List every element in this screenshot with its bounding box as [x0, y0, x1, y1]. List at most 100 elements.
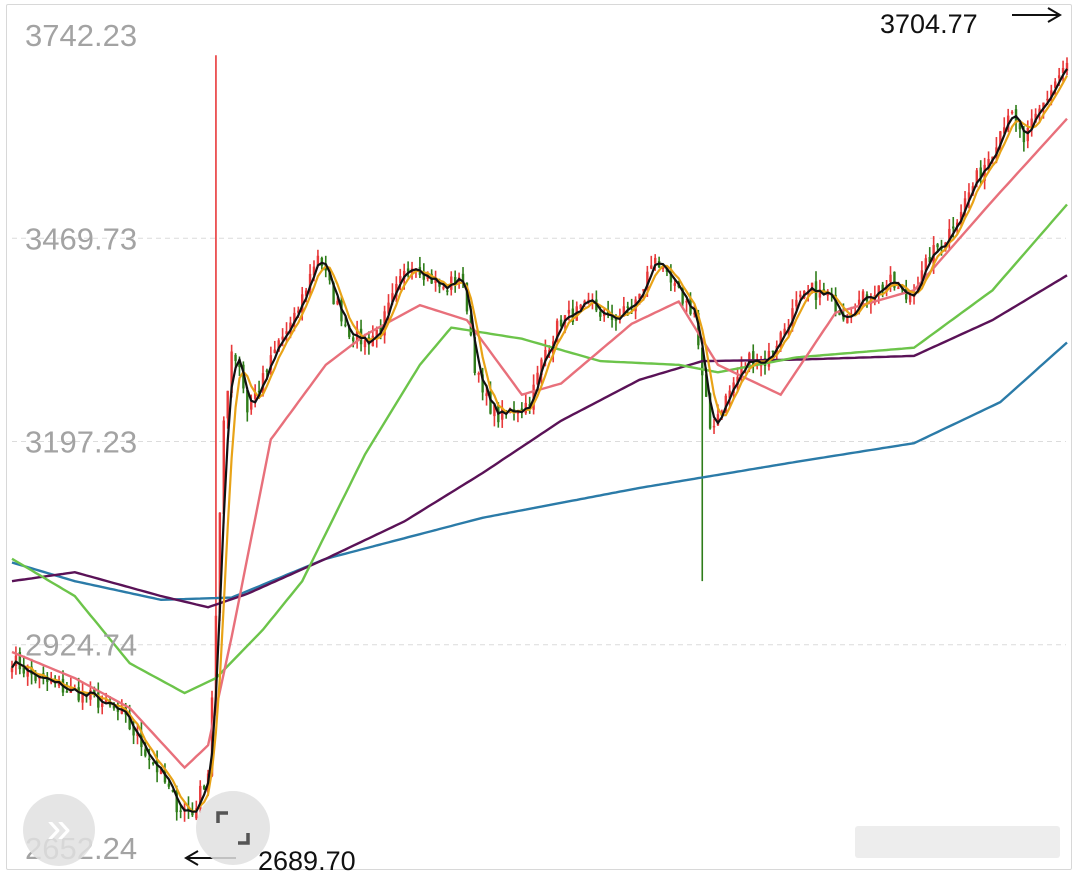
- candlesticks: [10, 55, 1069, 822]
- expand-panel-button[interactable]: »: [23, 794, 95, 866]
- candle-body: [673, 283, 677, 286]
- y-tick-label: 3469.73: [25, 221, 137, 256]
- candle-body: [348, 325, 351, 337]
- candle-body: [465, 282, 469, 312]
- candle-body: [159, 768, 163, 774]
- candle-body: [975, 170, 979, 184]
- candle-body: [230, 351, 233, 394]
- candle-body: [877, 285, 880, 295]
- candle-body: [175, 790, 178, 813]
- candle-body: [144, 749, 147, 756]
- candle-body: [908, 293, 912, 303]
- candle-body: [301, 294, 304, 313]
- candle-body: [544, 349, 547, 361]
- candle-body: [493, 404, 496, 417]
- fullscreen-button[interactable]: [196, 791, 270, 865]
- candle-body: [599, 311, 602, 317]
- candle-body: [650, 265, 653, 269]
- candle-body: [116, 707, 120, 712]
- candle-body: [1010, 111, 1014, 114]
- ma-line-orange: [11, 75, 1068, 813]
- candle-body: [1026, 127, 1029, 142]
- candle-body: [293, 312, 296, 324]
- candle-body: [881, 284, 884, 291]
- candle-body: [501, 407, 504, 420]
- y-tick-label: 3742.23: [25, 18, 137, 53]
- candle-body: [367, 337, 371, 345]
- candle-body: [332, 283, 335, 305]
- candle-body: [485, 393, 488, 397]
- candle-body: [948, 228, 951, 244]
- candle-body: [179, 810, 182, 812]
- candle-body: [261, 373, 265, 394]
- candle-body: [222, 420, 225, 515]
- moving-average-lines: [11, 68, 1068, 813]
- candle-body: [1022, 129, 1026, 143]
- candle-body: [171, 790, 175, 792]
- candle-body: [818, 289, 822, 298]
- candle-body: [453, 277, 457, 284]
- candle-body: [265, 370, 269, 372]
- y-tick-label: 2924.74: [25, 628, 137, 663]
- candle-body: [987, 159, 990, 169]
- candle-body: [253, 392, 257, 399]
- candle-body: [979, 167, 982, 178]
- candle-body: [199, 785, 202, 809]
- ma-line-green: [11, 203, 1068, 695]
- candle-body: [936, 244, 939, 248]
- candle-body: [446, 290, 449, 292]
- ma-line-blue: [11, 341, 1068, 602]
- candle-body: [1061, 67, 1065, 73]
- high-arrow-icon: [1012, 7, 1062, 23]
- candle-body: [1030, 118, 1033, 130]
- candle-body: [304, 290, 308, 296]
- candle-body: [57, 681, 61, 686]
- candle-body: [399, 276, 402, 284]
- candle-body: [708, 393, 712, 429]
- candle-body: [481, 374, 484, 393]
- candle-body: [195, 808, 198, 819]
- candle-body: [93, 687, 96, 695]
- candle-body: [661, 267, 665, 269]
- candle-body: [752, 351, 755, 367]
- candle-body: [1057, 75, 1061, 79]
- candle-body: [148, 758, 151, 761]
- candle-body: [520, 408, 524, 411]
- candle-body: [603, 312, 606, 317]
- candle-body: [771, 350, 775, 353]
- ma-line-purple: [11, 274, 1068, 609]
- candle-body: [897, 287, 900, 289]
- candle-body: [18, 652, 22, 670]
- candle-body: [1046, 98, 1049, 101]
- candle-body: [783, 328, 786, 335]
- candle-body: [442, 287, 445, 289]
- candle-body: [952, 226, 955, 229]
- candle-body: [89, 689, 92, 700]
- candle-body: [297, 310, 300, 313]
- fullscreen-icon: [216, 811, 250, 845]
- candle-body: [928, 257, 931, 263]
- candle-body: [704, 374, 708, 397]
- candle-body: [234, 354, 237, 361]
- candle-body: [351, 337, 355, 342]
- candle-body: [1018, 123, 1022, 130]
- candle-body: [795, 299, 798, 307]
- candle-body: [336, 300, 339, 305]
- candle-body: [959, 211, 963, 221]
- candle-body: [151, 762, 155, 765]
- candle-body: [685, 300, 688, 303]
- candle-body: [477, 372, 480, 375]
- candle-body: [1054, 81, 1057, 88]
- extreme-annotations: 3704.77 2689.70: [184, 7, 1062, 876]
- candle-body: [285, 331, 288, 334]
- candle-body: [920, 270, 924, 285]
- candle-body: [395, 283, 398, 297]
- candle-body: [999, 131, 1002, 147]
- candle-body: [826, 294, 829, 296]
- candle-body: [646, 271, 649, 288]
- candle-body: [791, 308, 794, 325]
- ma-line-black: [11, 68, 1068, 813]
- candle-body: [712, 425, 716, 428]
- candle-body: [1038, 108, 1041, 114]
